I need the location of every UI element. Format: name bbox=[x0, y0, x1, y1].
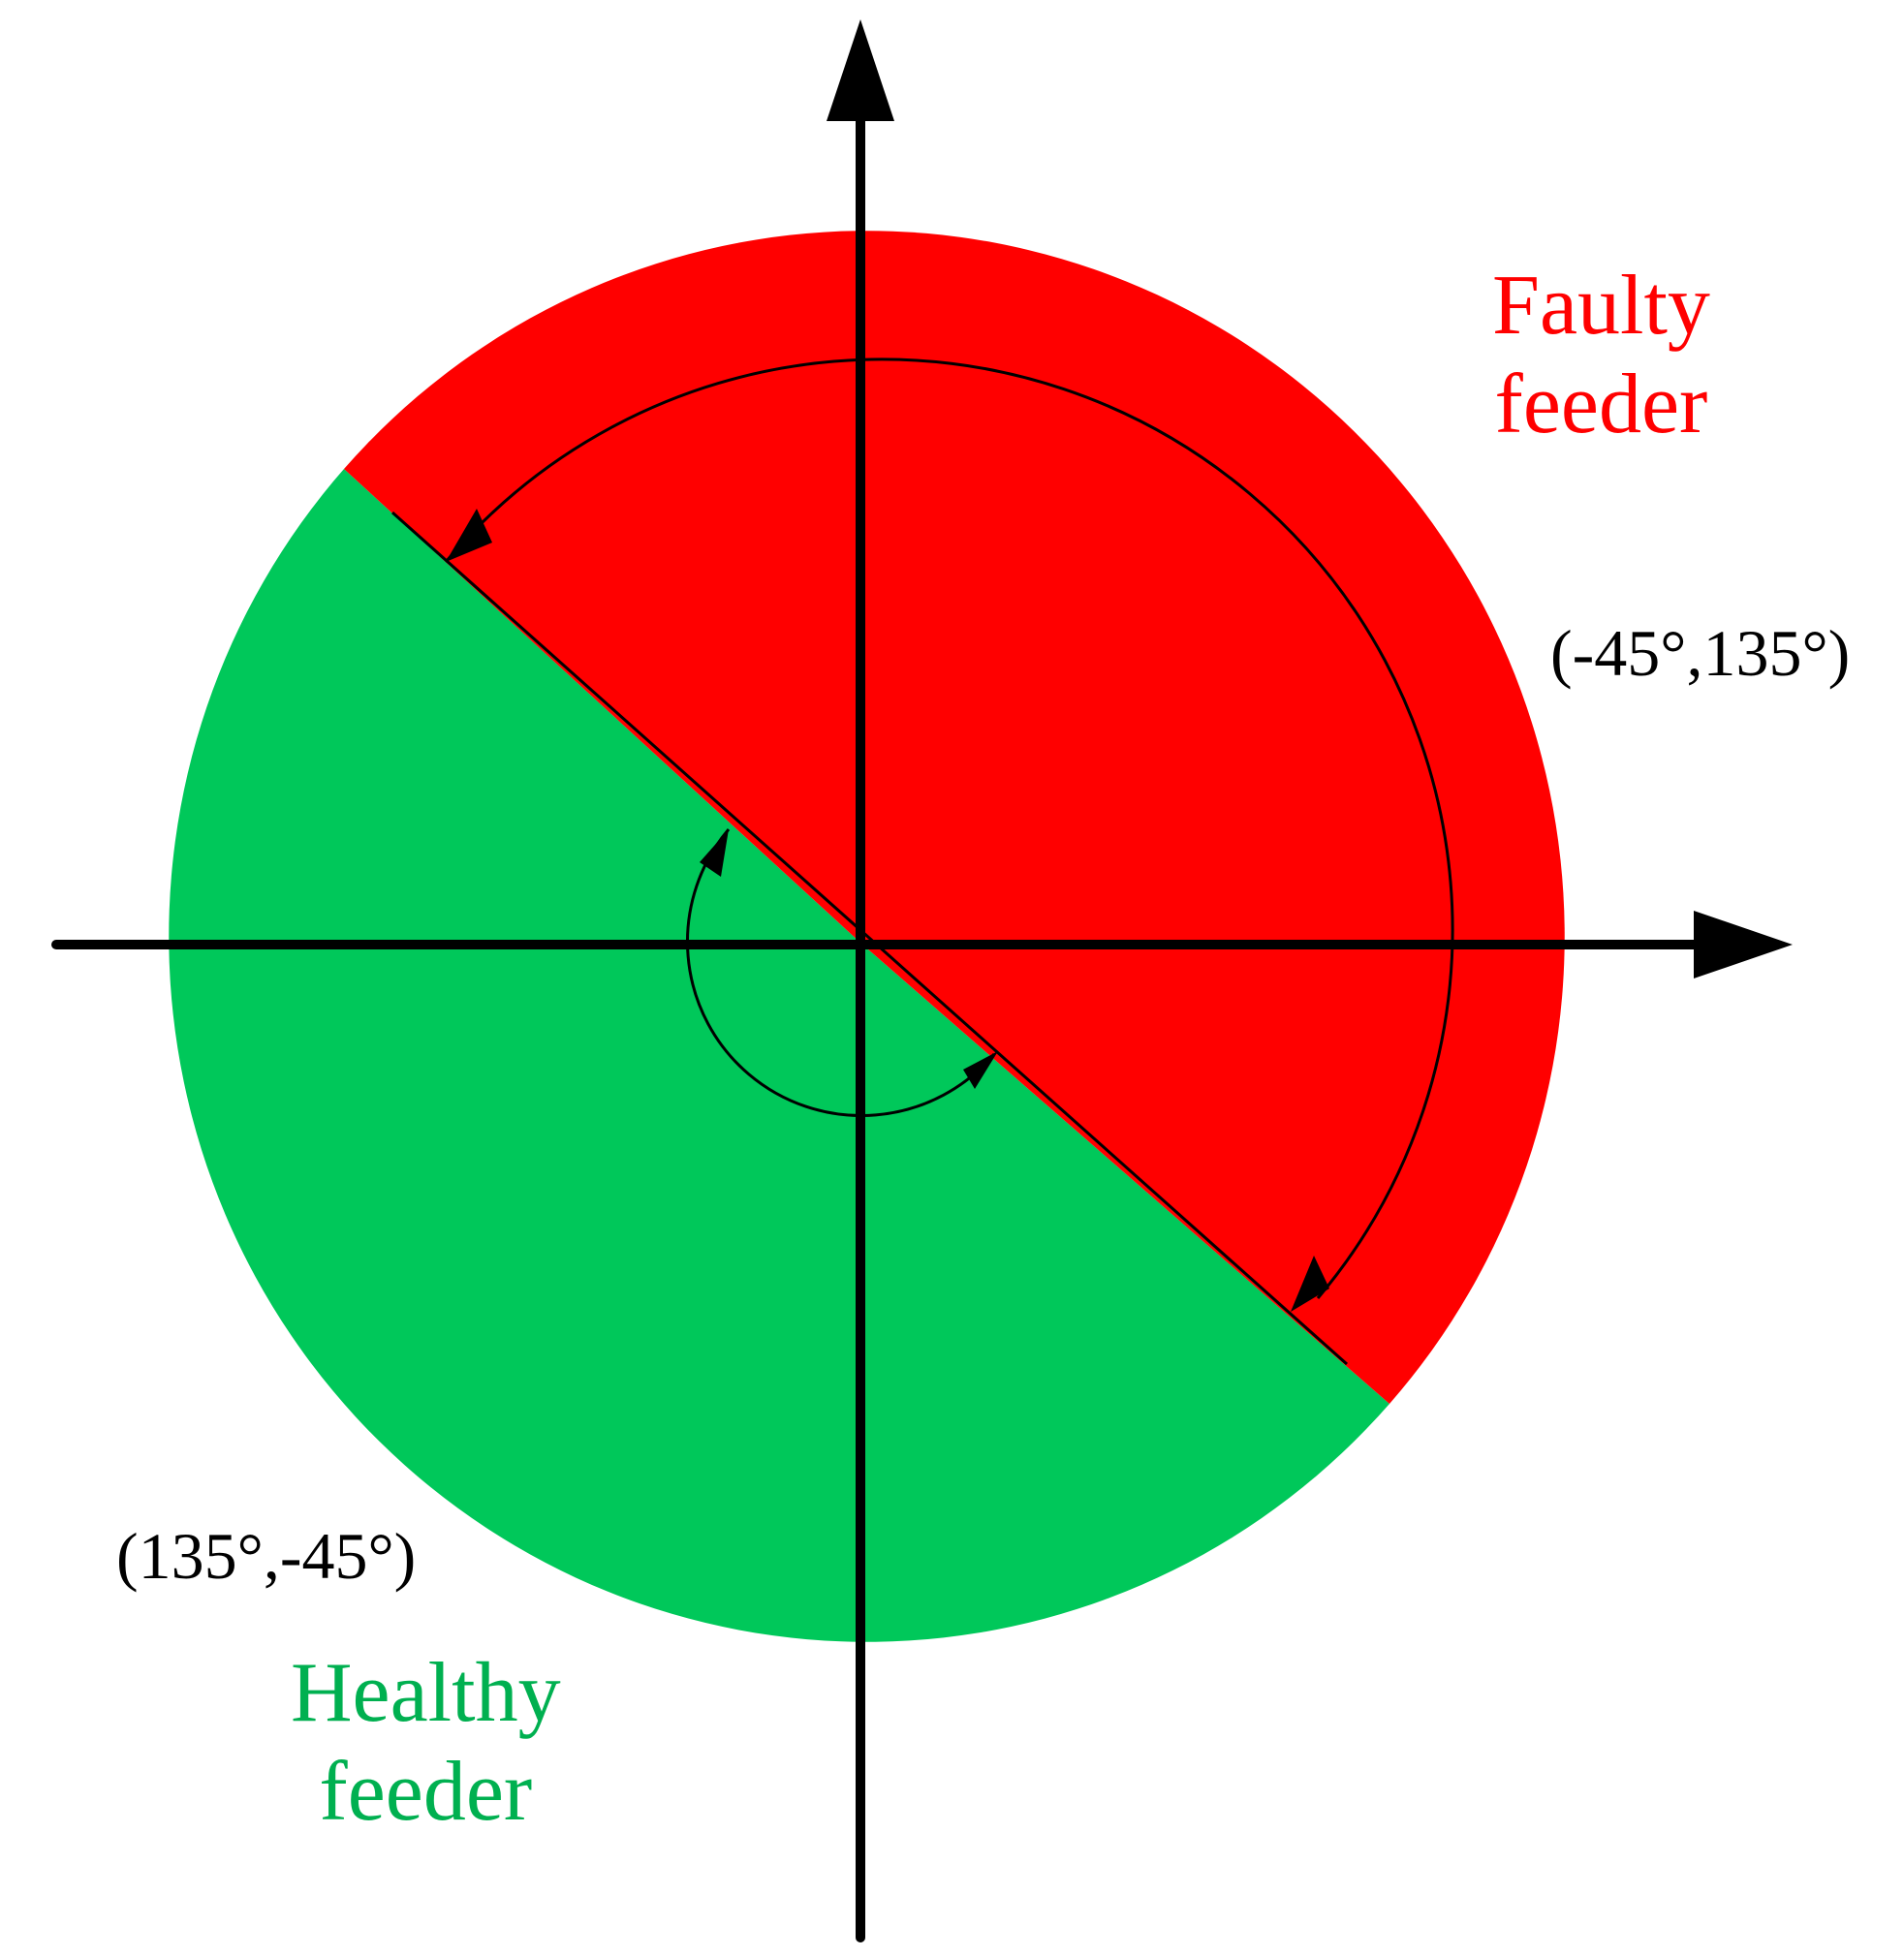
faulty-label-line2: feeder bbox=[1494, 357, 1708, 451]
faulty-region bbox=[344, 231, 1565, 1405]
boundary-line bbox=[391, 511, 1348, 1366]
healthy-label-line2: feeder bbox=[319, 1745, 533, 1839]
faulty-range-arc bbox=[444, 357, 1454, 1299]
healthy-range-label: (135°,-45°) bbox=[116, 1519, 417, 1593]
faulty-arc-arrowhead-upper bbox=[446, 509, 492, 562]
healthy-arc-arrowhead-lower bbox=[963, 1051, 998, 1089]
faulty-range-label: (-45°,135°) bbox=[1550, 616, 1851, 690]
x-axis-arrowhead bbox=[1694, 911, 1793, 978]
faulty-arc-arrowhead-lower bbox=[1291, 1256, 1329, 1312]
healthy-region bbox=[169, 469, 1390, 1642]
faulty-label-line1: Faulty bbox=[1492, 259, 1710, 353]
healthy-arc-arrowhead-upper bbox=[700, 829, 729, 877]
y-axis-arrowhead bbox=[827, 19, 894, 121]
healthy-feeder-label: Healthy feeder bbox=[291, 1651, 561, 1835]
healthy-label-line1: Healthy bbox=[291, 1646, 561, 1740]
healthy-range-arc bbox=[686, 828, 996, 1118]
faulty-feeder-label: Faulty feeder bbox=[1492, 264, 1710, 448]
